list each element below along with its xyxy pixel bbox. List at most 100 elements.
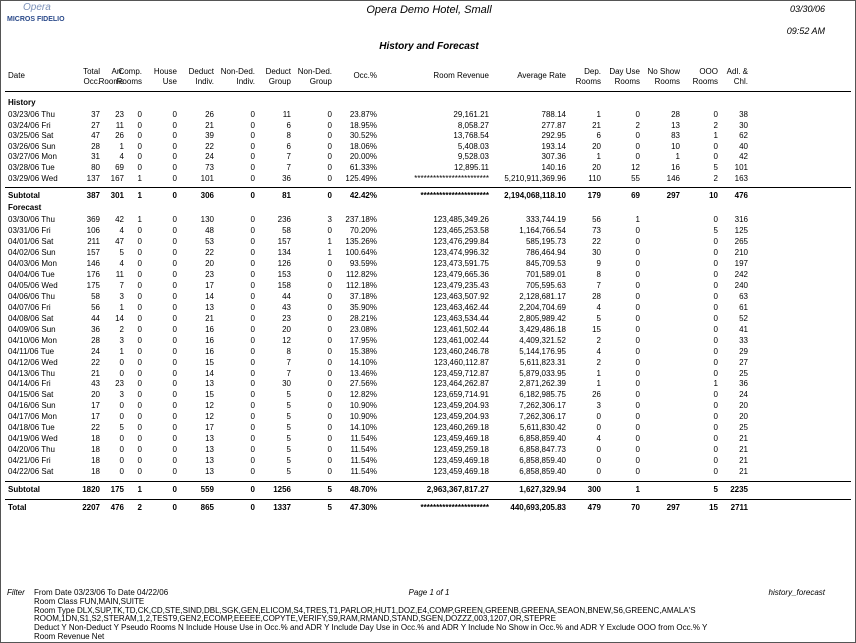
data-row-cell: 0: [250, 303, 255, 312]
data-row-cell: 0: [327, 412, 332, 421]
data-row-cell: 6: [286, 121, 291, 130]
data-row-cell: 0: [327, 445, 332, 454]
data-row-cell: 123,659,714.91: [433, 390, 489, 399]
data-row-cell: 100.64%: [345, 248, 377, 257]
data-row-cell: 0: [713, 347, 718, 356]
data-row-cell: 30: [282, 379, 291, 388]
data-row-cell: 0: [137, 467, 142, 476]
data-row-cell: 13: [205, 434, 214, 443]
data-row-cell: 0: [250, 456, 255, 465]
data-row-cell: 14: [205, 369, 214, 378]
data-row-cell: 0: [327, 281, 332, 290]
data-row-cell: 0: [137, 390, 142, 399]
data-row-cell: 21: [739, 434, 748, 443]
data-row-cell: 0: [327, 292, 332, 301]
data-row-cell: 6: [286, 142, 291, 151]
filter-line: Room Class FUN,MAIN,SUITE: [34, 596, 145, 606]
data-row-cell: 0: [137, 369, 142, 378]
data-row-cell: 30: [739, 121, 748, 130]
data-row-cell: 21: [205, 121, 214, 130]
data-row-cell: 28.21%: [349, 314, 377, 323]
section-label: History: [8, 98, 36, 107]
data-row-cell: 0: [172, 174, 177, 183]
data-row-cell: 04/20/06 Thu: [8, 445, 56, 454]
data-row-cell: 0: [713, 215, 718, 224]
data-row-cell: 5: [286, 434, 291, 443]
data-row-cell: 44: [282, 292, 291, 301]
data-row-cell: 5: [713, 226, 718, 235]
data-row-cell: 5,408.03: [457, 142, 489, 151]
data-row-cell: 27.56%: [349, 379, 377, 388]
data-row-cell: 3: [596, 401, 601, 410]
data-row-cell: 0: [635, 110, 640, 119]
data-row-cell: 123,464,262.87: [433, 379, 489, 388]
subtotal-cell: 48.70%: [349, 485, 377, 494]
logo-opera: Opera: [23, 2, 51, 13]
data-row-cell: 126: [277, 259, 291, 268]
data-row-cell: 0: [137, 163, 142, 172]
data-row-cell: 04/15/06 Sat: [8, 390, 54, 399]
rule: [5, 481, 851, 482]
data-row-cell: 0: [327, 174, 332, 183]
data-row-cell: 39: [205, 131, 214, 140]
column-header: Rooms: [575, 77, 601, 86]
data-row-cell: 0: [635, 303, 640, 312]
data-row-cell: 36: [282, 174, 291, 183]
data-row-cell: 123,473,591.75: [433, 259, 489, 268]
data-row-cell: 0: [119, 434, 124, 443]
filter-line: ROOM,1DN,S1,S2,STERAM,1,2,TEST9,GEN2,ECO…: [34, 614, 556, 624]
data-row-cell: 0: [172, 358, 177, 367]
data-row-cell: 03/25/06 Sat: [8, 131, 54, 140]
data-row-cell: 0: [713, 401, 718, 410]
column-header: Non-Ded.: [220, 67, 255, 76]
data-row-cell: 2: [596, 336, 601, 345]
data-row-cell: 0: [327, 379, 332, 388]
data-row-cell: 23.08%: [349, 325, 377, 334]
data-row-cell: 11.54%: [350, 467, 377, 476]
data-row-cell: 21: [739, 445, 748, 454]
data-row-cell: 38: [739, 110, 748, 119]
column-header: Rooms: [98, 77, 124, 86]
data-row-cell: 15: [205, 358, 214, 367]
data-row-cell: 2,805,989.42: [519, 314, 566, 323]
subtotal-cell: 2,194,068,118.10: [504, 191, 566, 200]
data-row-cell: 0: [327, 121, 332, 130]
data-row-cell: 44: [91, 314, 100, 323]
data-row-cell: 112.82%: [346, 270, 377, 279]
data-row-cell: 73: [205, 163, 214, 172]
subtotal-cell: 175: [110, 485, 124, 494]
data-row-cell: 15.38%: [349, 347, 377, 356]
data-row-cell: 0: [119, 456, 124, 465]
column-header: Deduct: [265, 67, 291, 76]
column-header: House: [153, 67, 177, 76]
data-row-cell: 0: [250, 390, 255, 399]
data-row-cell: 0: [250, 270, 255, 279]
data-row-cell: 0: [172, 215, 177, 224]
data-row-cell: 56: [592, 215, 601, 224]
data-row-cell: 134: [277, 248, 291, 257]
column-header: Dep.: [584, 67, 601, 76]
data-row-cell: 18: [91, 445, 100, 454]
data-row-cell: 157: [277, 237, 291, 246]
data-row-cell: 0: [137, 456, 142, 465]
data-row-cell: 125.49%: [345, 174, 377, 183]
data-row-cell: 0: [635, 358, 640, 367]
data-row-cell: 03/23/06 Thu: [8, 110, 56, 119]
data-row-cell: 4: [119, 152, 124, 161]
total-cell: 47.30%: [349, 503, 377, 512]
data-row-cell: 123,479,235.43: [433, 281, 489, 290]
data-row-cell: 0: [635, 226, 640, 235]
data-row-cell: 101: [200, 174, 214, 183]
data-row-cell: 0: [327, 401, 332, 410]
data-row-cell: 12: [205, 412, 214, 421]
data-row-cell: 0: [635, 379, 640, 388]
column-header: Occ.%: [353, 71, 377, 80]
data-row-cell: 2: [713, 174, 718, 183]
data-row-cell: 0: [713, 423, 718, 432]
data-row-cell: 8: [596, 270, 601, 279]
data-row-cell: 0: [635, 131, 640, 140]
data-row-cell: 0: [596, 423, 601, 432]
data-row-cell: 7: [596, 281, 601, 290]
data-row-cell: 0: [713, 390, 718, 399]
